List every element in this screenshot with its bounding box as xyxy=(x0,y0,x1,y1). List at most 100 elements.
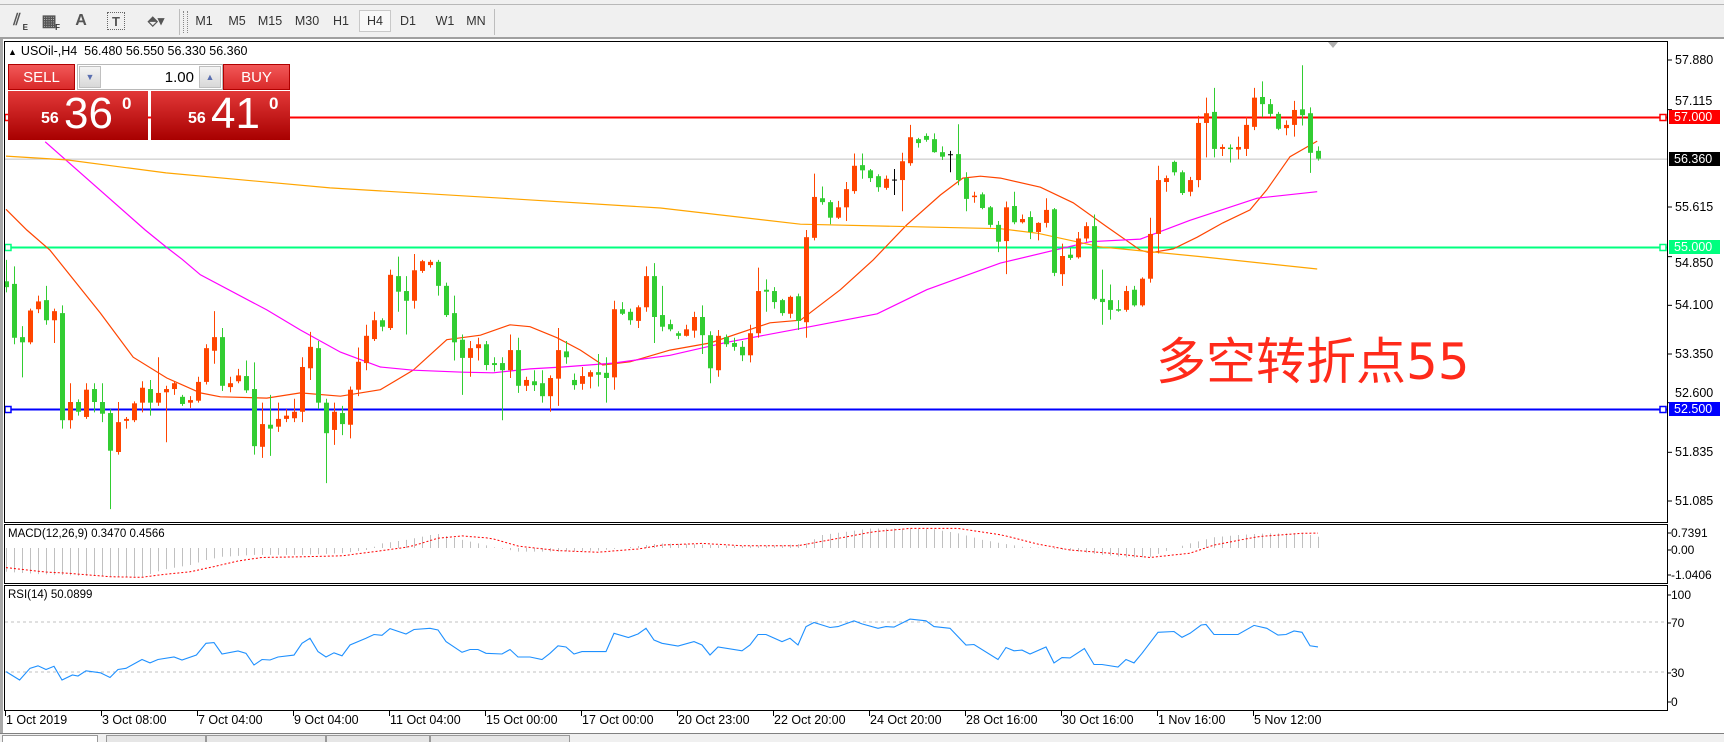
candle xyxy=(660,285,665,332)
candle xyxy=(692,311,697,338)
candle xyxy=(508,334,513,379)
sell-button[interactable]: SELL xyxy=(8,64,75,90)
candle-body xyxy=(1020,219,1025,223)
candle xyxy=(132,401,137,423)
chart-shift-marker[interactable] xyxy=(1328,42,1338,48)
buy-button[interactable]: BUY xyxy=(223,64,290,90)
candle-body xyxy=(1092,226,1097,299)
price-axis-label: 51.835 xyxy=(1675,445,1714,460)
candle-body xyxy=(468,348,473,358)
chart-tab[interactable] xyxy=(326,735,430,742)
candle-body xyxy=(652,276,657,318)
collapse-triangle-icon[interactable]: ▲ xyxy=(8,47,17,57)
candle xyxy=(708,331,713,384)
candle-body xyxy=(76,402,81,412)
timeframe-m30[interactable]: M30 xyxy=(294,14,320,28)
candle xyxy=(148,379,153,416)
chart-annotation-text[interactable]: 多空转折点55 xyxy=(1156,333,1470,391)
line-studies-icon[interactable]: ⫽ E xyxy=(4,9,30,33)
candle-body xyxy=(1084,226,1089,239)
candle-body xyxy=(460,339,465,358)
candle xyxy=(1060,243,1065,286)
candle xyxy=(100,383,105,423)
price-tag-57.000: 57.000 xyxy=(1669,110,1720,125)
time-axis-label: 22 Oct 20:00 xyxy=(774,713,846,727)
candle xyxy=(820,186,825,205)
timeframe-h1[interactable]: H1 xyxy=(333,14,349,28)
candle xyxy=(372,311,377,342)
lot-decrease-button[interactable]: ▼ xyxy=(79,66,101,88)
chart-tab[interactable] xyxy=(206,735,326,742)
candle xyxy=(1076,231,1081,259)
time-axis-label: 24 Oct 20:00 xyxy=(870,713,942,727)
candle-body xyxy=(820,198,825,203)
timeframe-d1[interactable]: D1 xyxy=(400,14,416,28)
timeframe-m15[interactable]: M15 xyxy=(257,14,283,28)
candle xyxy=(324,398,329,484)
candle-body xyxy=(908,137,913,164)
candle-body xyxy=(740,346,745,356)
candle-body xyxy=(764,289,769,292)
candle xyxy=(788,295,793,319)
buy-price-box[interactable]: 56 41 0 xyxy=(151,89,290,140)
ma-fast-line xyxy=(5,140,1318,399)
time-axis-label: 5 Nov 12:00 xyxy=(1254,713,1322,727)
timeframe-w1[interactable]: W1 xyxy=(435,14,455,28)
candle-body xyxy=(156,392,161,403)
lot-increase-button[interactable]: ▲ xyxy=(199,66,221,88)
candle-body xyxy=(900,161,905,181)
sell-price-box[interactable]: 56 36 0 xyxy=(8,89,148,140)
candle xyxy=(1108,284,1113,320)
candle xyxy=(916,137,921,148)
candle-body xyxy=(492,363,497,366)
candle-body xyxy=(356,361,361,390)
candle-body xyxy=(1124,291,1129,310)
candle xyxy=(908,124,913,166)
timeframe-h4[interactable]: H4 xyxy=(359,10,391,32)
candle xyxy=(164,385,169,443)
candle xyxy=(612,300,617,390)
candle-body xyxy=(612,309,617,378)
grid-icon[interactable]: ▦ F xyxy=(36,9,62,33)
candle-body xyxy=(836,207,841,218)
candle xyxy=(244,360,249,393)
candle-body xyxy=(1044,209,1049,223)
time-axis-label: 20 Oct 23:00 xyxy=(678,713,750,727)
candle-body xyxy=(204,348,209,382)
candle-body xyxy=(292,411,297,419)
candle xyxy=(36,295,41,314)
candle xyxy=(668,319,673,332)
candle xyxy=(316,341,321,410)
candle xyxy=(748,324,753,363)
toolbar-separator xyxy=(179,9,180,35)
rsi-axis-70: 70 xyxy=(1671,616,1685,630)
candle xyxy=(412,254,417,309)
candle xyxy=(156,357,161,406)
lot-input[interactable] xyxy=(103,67,196,87)
candle-body xyxy=(68,402,73,421)
candle-body xyxy=(180,396,185,404)
candle xyxy=(828,200,833,225)
chart-tab[interactable] xyxy=(2,735,98,742)
time-axis-label: 1 Oct 2019 xyxy=(6,713,68,727)
candle xyxy=(1228,144,1233,163)
toolbar-grip[interactable] xyxy=(183,11,188,33)
candle-body xyxy=(260,424,265,447)
timeframe-m5[interactable]: M5 xyxy=(228,14,246,28)
chart-tab[interactable] xyxy=(430,735,570,742)
candle xyxy=(284,409,289,423)
candle-body xyxy=(956,154,961,181)
arrows-icon[interactable]: ⬘▾ xyxy=(138,9,174,33)
candle-body xyxy=(1100,298,1105,303)
candle-body xyxy=(196,381,201,401)
text-label-icon[interactable]: T xyxy=(107,12,125,30)
time-axis-label: 28 Oct 16:00 xyxy=(966,713,1038,727)
text-icon[interactable]: A xyxy=(68,9,94,33)
timeframe-mn[interactable]: MN xyxy=(466,14,486,28)
chart-tab[interactable] xyxy=(106,735,206,742)
macd-label: MACD(12,26,9) 0.3470 0.4566 xyxy=(8,528,165,540)
candle xyxy=(268,394,273,456)
timeframe-m1[interactable]: M1 xyxy=(195,14,213,28)
candle-body xyxy=(812,196,817,238)
